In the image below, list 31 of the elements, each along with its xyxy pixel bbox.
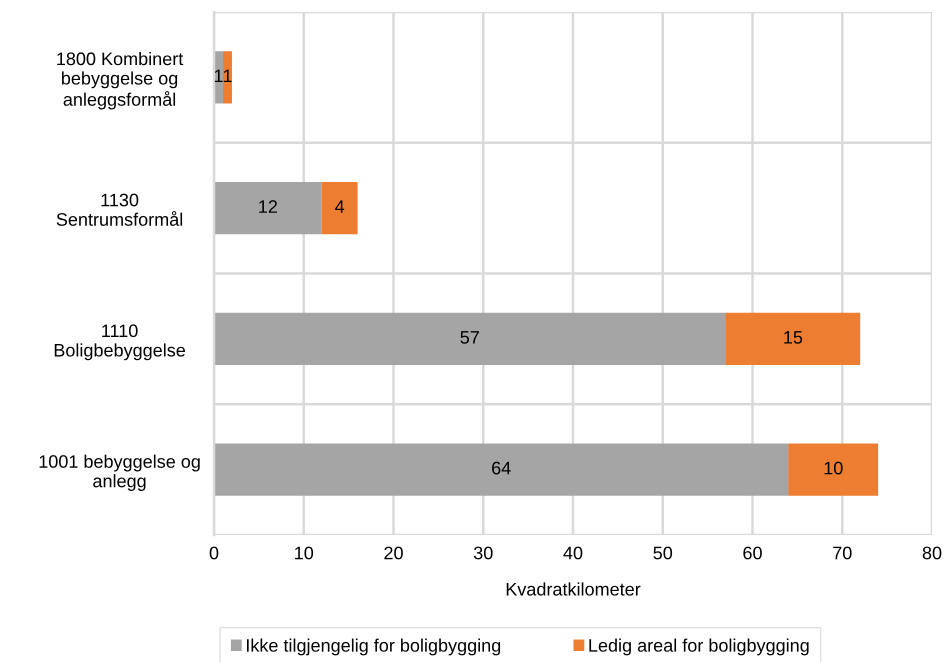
data-label: 15 (784, 331, 802, 344)
y-tick-label: 1110 Boligbebyggelse (54, 324, 186, 360)
x-tick-label: 50 (653, 546, 672, 560)
x-tick-label: 80 (922, 546, 942, 560)
legend-label: Ledig areal for boligbygging (589, 638, 809, 656)
bar (726, 312, 860, 366)
y-tick-label: 1800 Kombinert bebyggelse og anleggsformål (57, 52, 184, 110)
y-tick-label: 1001 bebyggelse og anlegg (40, 454, 200, 491)
bar (214, 443, 788, 496)
data-label: 64 (492, 462, 511, 474)
data-label: 1 (214, 70, 223, 82)
legend-label: Ikke tilgjengelig for boligbygging (246, 638, 500, 656)
data-label: 12 (259, 200, 277, 213)
x-tick-label: 30 (474, 546, 493, 560)
x-tick-label: 70 (833, 546, 852, 560)
data-label: 10 (824, 462, 843, 474)
x-tick-label: 60 (743, 546, 762, 560)
x-tick-label: 0 (210, 546, 218, 560)
data-label: 1 (224, 70, 232, 82)
data-label: 4 (335, 200, 344, 213)
x-tick-label: 20 (384, 546, 403, 560)
bar (214, 312, 726, 366)
bar (322, 182, 358, 234)
bar (222, 51, 232, 104)
bar (788, 443, 878, 496)
x-tick-label: 10 (295, 546, 314, 560)
y-tick-label: 1130 Sentrumsformål (56, 194, 182, 226)
data-label: 57 (460, 331, 479, 344)
x-tick-label: 40 (563, 546, 582, 560)
bar (214, 182, 322, 234)
x-axis-title: Kvadratkilometer (506, 582, 640, 596)
